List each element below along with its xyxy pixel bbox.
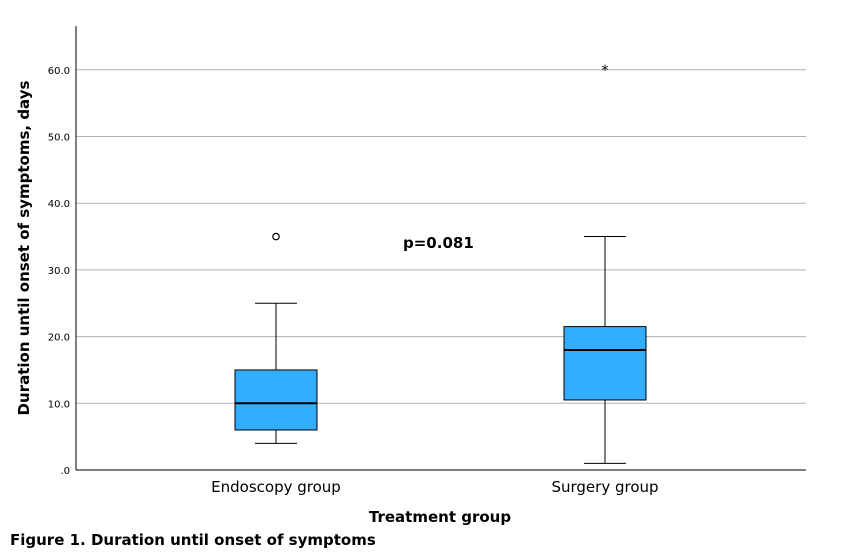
axes (75, 26, 806, 471)
boxes: * (234, 63, 647, 464)
y-tick-label: 30.0 (48, 266, 70, 277)
y-tick-label: .0 (60, 466, 70, 477)
x-tick-label: Endoscopy group (211, 478, 341, 496)
box-1 (234, 232, 318, 444)
y-tick-label: 40.0 (48, 199, 70, 210)
outlier-point (272, 232, 280, 241)
iqr-box (563, 326, 647, 401)
box-2: * (563, 63, 647, 464)
y-tick-label: 10.0 (48, 399, 70, 410)
p-value-annotation: p=0.081 (403, 234, 474, 252)
x-axis-title: Treatment group (369, 508, 511, 526)
y-tick-label: 50.0 (48, 133, 70, 144)
gridlines (76, 69, 806, 404)
figure-caption: Figure 1. Duration until onset of sympto… (10, 531, 376, 549)
labels: .0 10.0 20.0 30.0 40.0 50.0 60.0 Endoscopy grou… (48, 66, 659, 496)
y-tick-label: 60.0 (48, 66, 70, 77)
x-tick-label: Surgery group (551, 478, 658, 496)
iqr-box (234, 369, 318, 431)
box-plot: * .0 10.0 20.0 30.0 40.0 50.0 60.0 Endoscopy gr… (15, 26, 806, 526)
y-tick-label: 20.0 (48, 333, 70, 344)
y-axis-title: Duration until onset of symptoms, days (15, 81, 33, 416)
extreme-point: * (602, 63, 609, 79)
